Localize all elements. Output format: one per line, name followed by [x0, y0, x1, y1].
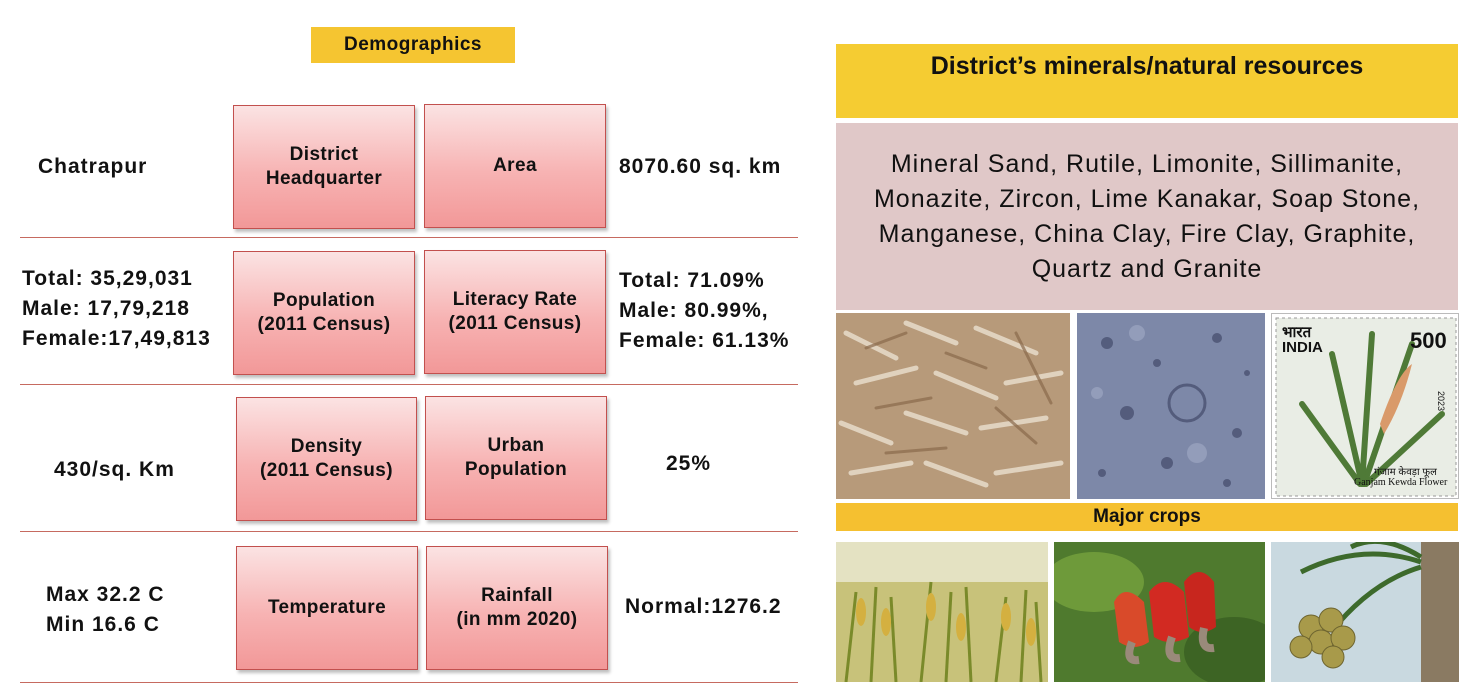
dried-fish-photo: [836, 313, 1070, 499]
stamp-value: 500: [1410, 328, 1447, 353]
demographics-header: Demographics: [311, 27, 515, 63]
population-value: Total: 35,29,031 Male: 17,79,218 Female:…: [22, 267, 211, 350]
box-label: District Headquarter: [265, 144, 383, 189]
row-divider: [20, 237, 798, 238]
area-value: 8070.60 sq. km: [619, 155, 782, 178]
stone-texture-photo: [1077, 313, 1265, 499]
stamp-caption: Ganjam Kewda Flower: [1354, 477, 1448, 488]
crops-header: Major crops: [836, 503, 1458, 531]
paddy-illustration: [836, 542, 1048, 682]
temperature-value: Max 32.2 C Min 16.6 C: [46, 583, 165, 636]
stamp-year: 2023: [1436, 390, 1447, 412]
area-box: Area: [424, 104, 606, 228]
cashew-photo: [1054, 542, 1265, 682]
stamp-caption-hindi: गंजाम केवड़ा फूल: [1374, 467, 1437, 478]
headquarter-value: Chatrapur: [38, 155, 148, 178]
density-value: 430/sq. Km: [54, 458, 175, 481]
coconut-illustration: [1271, 542, 1459, 682]
rainfall-box: Rainfall (in mm 2020): [426, 546, 608, 670]
rainfall-value: Normal:1276.2: [625, 595, 782, 618]
box-label: Urban Population: [464, 435, 568, 480]
paddy-photo: [836, 542, 1048, 682]
stamp-country: INDIA: [1282, 339, 1323, 356]
literacy-rate-box: Literacy Rate (2011 Census): [424, 250, 606, 374]
box-label: Density (2011 Census): [260, 436, 393, 481]
coconut-photo: [1271, 542, 1459, 682]
stamp-illustration: [1275, 317, 1457, 497]
row-divider: [20, 384, 798, 385]
stone-illustration: [1077, 313, 1265, 499]
box-label: Literacy Rate (2011 Census): [448, 289, 582, 334]
district-headquarter-box: District Headquarter: [233, 105, 415, 229]
box-label: Rainfall (in mm 2020): [456, 585, 578, 630]
resources-text: Mineral Sand, Rutile, Limonite, Silliman…: [836, 123, 1458, 310]
urban-population-value: 25%: [666, 452, 712, 475]
population-box: Population (2011 Census): [233, 251, 415, 375]
urban-population-box: Urban Population: [425, 396, 607, 520]
cashew-illustration: [1054, 542, 1265, 682]
box-label: Population (2011 Census): [257, 290, 391, 335]
box-label: Area: [493, 155, 537, 176]
resources-header: District’s minerals/natural resources: [836, 44, 1458, 118]
density-box: Density (2011 Census): [236, 397, 417, 521]
temperature-box: Temperature: [236, 546, 418, 670]
dried-fish-illustration: [836, 313, 1070, 499]
box-label: Temperature: [267, 597, 387, 618]
literacy-value: Total: 71.09% Male: 80.99%, Female: 61.1…: [619, 269, 790, 352]
row-divider: [20, 531, 798, 532]
kewda-stamp-photo: भारत INDIA 500 2023 गंजाम केवड़ा फूल Gan…: [1271, 313, 1459, 499]
stamp-country-hindi: भारत: [1282, 324, 1312, 341]
row-divider: [20, 682, 798, 683]
